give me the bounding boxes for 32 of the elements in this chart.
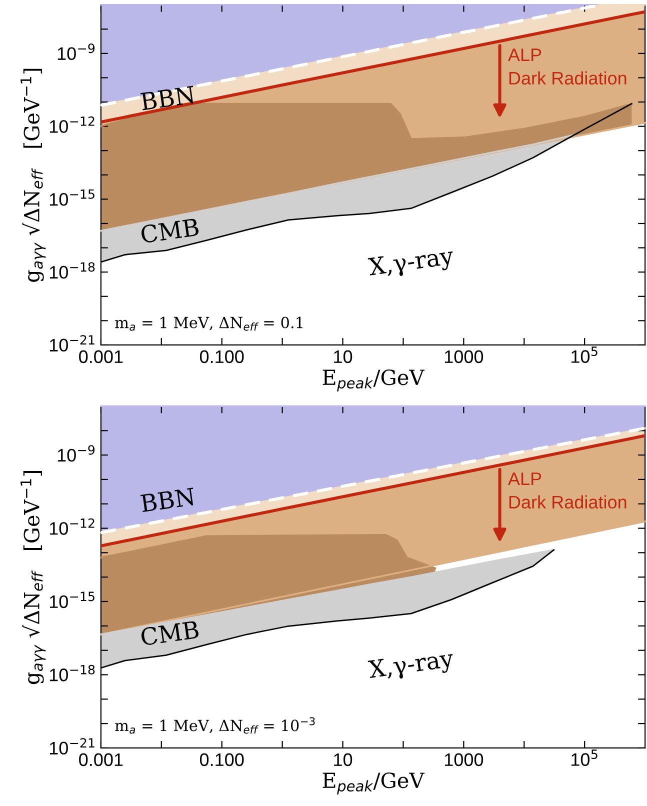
annotation: ALP Dark Radiation — [508, 472, 626, 509]
annotation: m$_{a}$ = 1 MeV, ΔN$_{eff}$ = 10$^{−3}$ — [115, 717, 315, 734]
text: g$_{aγγ}$ √ΔN$_{eff}$ [GeV$^{−1}$] — [20, 68, 46, 282]
y-tick-label: 10$^{−9}$ — [58, 44, 95, 60]
x-axis-title: E$_{peak}$/GeV — [322, 369, 425, 392]
annotation: CMB — [140, 620, 200, 646]
annotation: X,γ-ray — [368, 246, 455, 281]
annotation: BBN — [140, 86, 196, 111]
text: g$_{aγγ}$ √ΔN$_{eff}$ [GeV$^{−1}$] — [20, 471, 46, 684]
annotation: m$_{a}$ = 1 MeV, ΔN$_{eff}$ = 0.1 — [115, 316, 302, 331]
annotation: ALP Dark Radiation — [508, 48, 626, 85]
x-tick-label: 10 — [334, 350, 352, 364]
x-tick-label: 1000 — [444, 350, 484, 364]
y-tick-label: 10$^{−12}$ — [50, 116, 94, 133]
y-tick-label: 10$^{−9}$ — [58, 445, 95, 462]
y-tick-label: 10$^{−15}$ — [50, 189, 94, 206]
x-tick-label: 0.100 — [200, 350, 244, 364]
x-tick-label: 1000 — [444, 753, 484, 766]
x-tick-label: 10 — [334, 753, 352, 766]
annotation: BBN — [140, 488, 196, 512]
annotation: X,γ-ray — [368, 649, 455, 684]
y-tick-label: 10$^{−15}$ — [50, 592, 94, 608]
x-tick-label: 0.001 — [79, 753, 123, 766]
y-tick-label: 10$^{−18}$ — [50, 262, 95, 279]
x-tick-label: 0.001 — [79, 350, 123, 364]
x-tick-label: 10$^{5}$ — [572, 346, 598, 363]
y-tick-label: 10$^{−18}$ — [50, 664, 95, 682]
x-tick-label: 0.100 — [200, 753, 244, 766]
annotation: CMB — [140, 218, 200, 244]
x-tick-label: 10$^{5}$ — [572, 750, 598, 766]
x-axis-title: E$_{peak}$/GeV — [322, 772, 425, 794]
y-tick-label: 10$^{−12}$ — [50, 518, 94, 535]
